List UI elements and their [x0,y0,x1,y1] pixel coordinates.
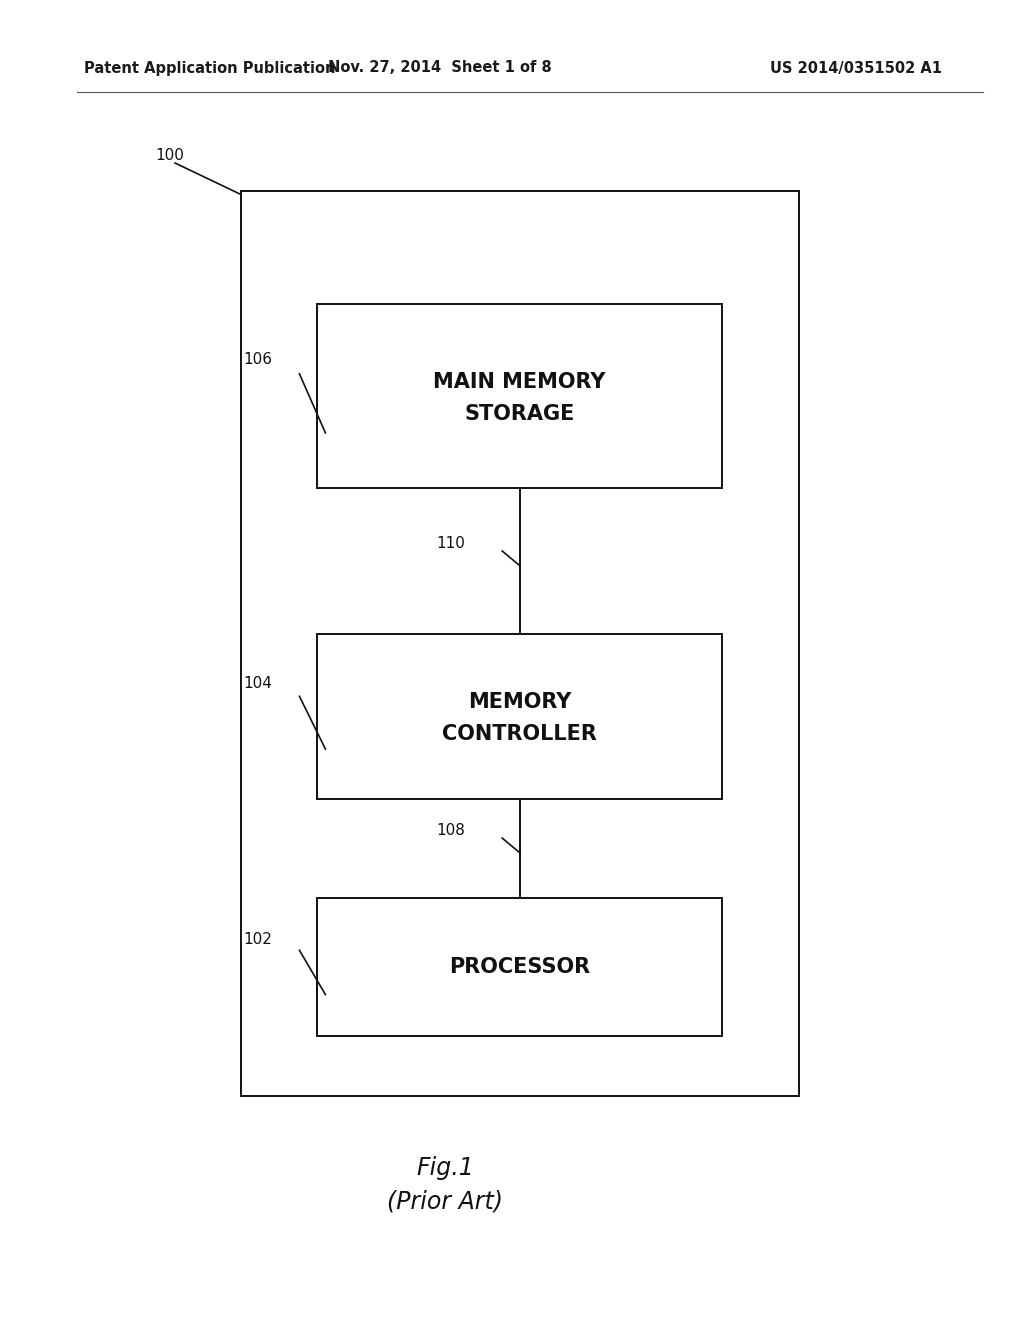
Bar [241,191,799,1096]
Text: MAIN MEMORY: MAIN MEMORY [433,372,606,392]
Bar [317,304,722,488]
Text: STORAGE: STORAGE [465,404,574,424]
Text: 100: 100 [155,148,184,162]
Text: 104: 104 [244,676,272,690]
Text: MEMORY: MEMORY [468,692,571,711]
Text: US 2014/0351502 A1: US 2014/0351502 A1 [770,61,942,75]
Bar [317,898,722,1036]
Text: PROCESSOR: PROCESSOR [450,957,590,977]
Text: 108: 108 [436,822,465,838]
Text: 110: 110 [436,536,465,550]
Bar [317,634,722,799]
Text: (Prior Art): (Prior Art) [387,1189,504,1213]
Text: Fig.1: Fig.1 [417,1156,474,1180]
Text: Nov. 27, 2014  Sheet 1 of 8: Nov. 27, 2014 Sheet 1 of 8 [329,61,552,75]
Text: 102: 102 [244,932,272,946]
Text: Patent Application Publication: Patent Application Publication [84,61,336,75]
Text: 106: 106 [244,351,272,367]
Text: CONTROLLER: CONTROLLER [442,725,597,744]
